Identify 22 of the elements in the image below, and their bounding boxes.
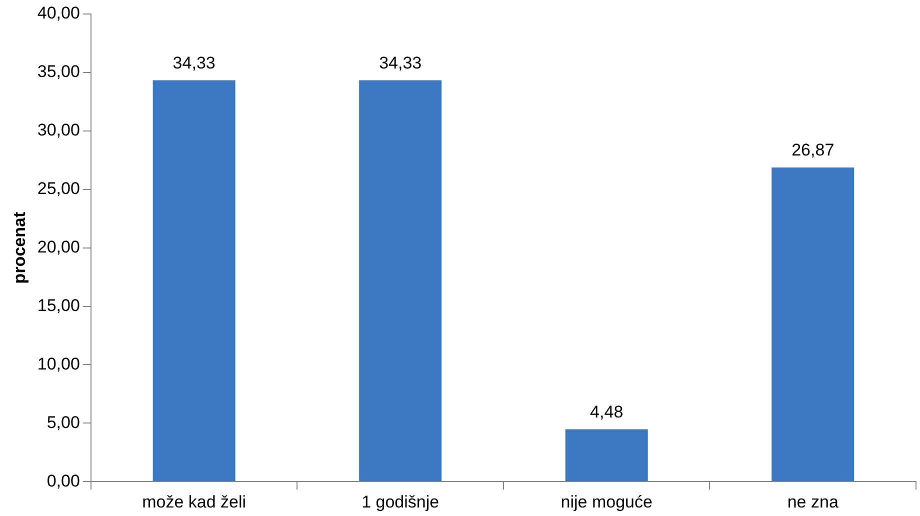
bar — [359, 80, 442, 482]
bar — [152, 80, 236, 482]
y-tick-label: 5,00 — [46, 412, 80, 432]
y-tick-label: 0,00 — [46, 471, 80, 490]
data-label: 34,33 — [379, 53, 422, 72]
data-label: 26,87 — [792, 140, 834, 160]
y-tick-label: 30,00 — [37, 120, 80, 140]
y-tick-label: 35,00 — [37, 62, 80, 82]
data-label: 4,48 — [590, 402, 624, 422]
bar — [565, 429, 648, 482]
y-tick-label: 15,00 — [37, 296, 80, 315]
x-tick-label: ne zna — [787, 492, 839, 512]
y-axis-title: procenat — [10, 212, 29, 284]
y-tick-label: 25,00 — [37, 179, 80, 198]
y-tick-label: 20,00 — [37, 237, 80, 256]
x-tick-label: može kad želi — [142, 492, 246, 512]
x-tick-label: nije moguće — [560, 492, 652, 512]
data-label: 34,33 — [172, 53, 216, 72]
bar — [772, 167, 854, 482]
y-tick-label: 10,00 — [37, 354, 80, 374]
y-tick-label: 40,00 — [37, 4, 80, 23]
x-tick-label: 1 godišnje — [362, 492, 440, 512]
